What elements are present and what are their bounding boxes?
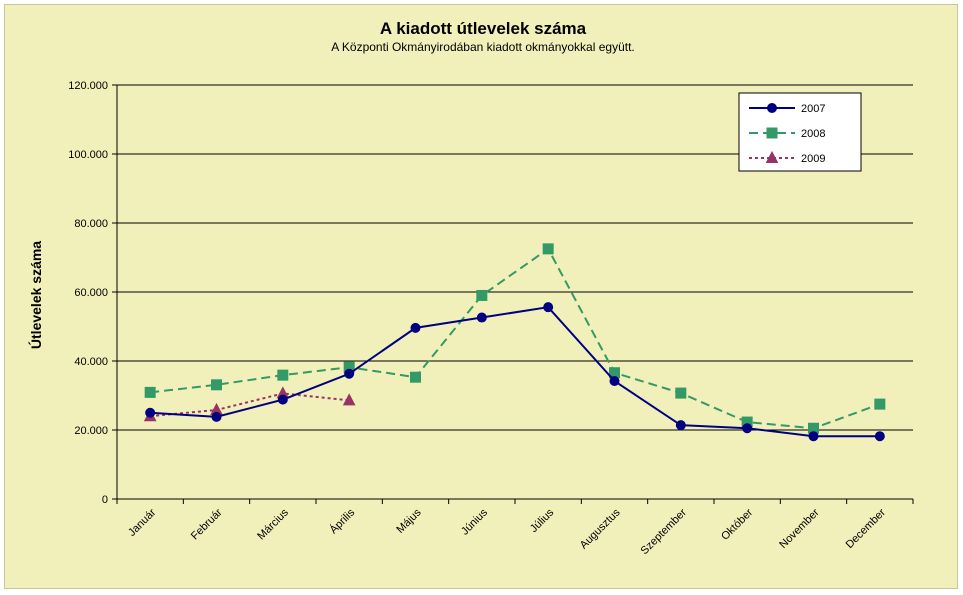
data-point <box>211 411 222 422</box>
x-tick-label: Május <box>394 506 424 536</box>
y-tick-label: 20.000 <box>74 425 108 437</box>
series-line-2008 <box>150 247 881 430</box>
data-point <box>277 369 289 381</box>
x-tick-label: Június <box>459 506 490 537</box>
legend-marker <box>765 150 779 163</box>
series-line-2007 <box>150 306 880 438</box>
data-point <box>874 431 885 442</box>
x-tick-label: Július <box>528 506 557 535</box>
data-point <box>609 376 620 387</box>
chart-subtitle: A Központi Okmányirodában kiadott okmány… <box>331 40 635 54</box>
data-point <box>145 407 156 418</box>
x-tick-label: December <box>844 506 889 551</box>
x-tick-label: Október <box>719 506 755 542</box>
data-point <box>144 386 156 398</box>
grid <box>117 84 913 431</box>
data-point <box>675 387 687 399</box>
series-2009 <box>143 386 356 422</box>
x-tick-label: Március <box>255 506 291 542</box>
data-point <box>344 368 355 379</box>
x-tick-label: Szeptember <box>639 506 690 557</box>
data-point <box>542 243 554 255</box>
y-axis-label: Útlevelek száma <box>27 241 44 349</box>
legend-label: 2009 <box>801 153 825 165</box>
x-tick-label: Augusztus <box>578 506 623 551</box>
chart-title: A kiadott útlevelek száma <box>380 19 587 38</box>
data-point <box>211 379 222 391</box>
series-2007 <box>145 302 885 442</box>
legend-marker <box>767 103 777 113</box>
data-point <box>410 371 421 383</box>
series-2008 <box>144 243 886 434</box>
x-tick-label: Február <box>189 506 225 542</box>
legend-box <box>738 92 862 172</box>
data-point <box>543 302 554 313</box>
data-point <box>742 423 753 434</box>
series <box>143 243 886 442</box>
data-point <box>874 398 886 410</box>
legend: 2007 2008 2009 <box>738 92 862 172</box>
legend-label: 2008 <box>801 128 825 140</box>
y-tick-label: 100.000 <box>68 149 108 161</box>
legend-marker <box>766 127 778 139</box>
y-tick-label: 120.000 <box>68 80 108 92</box>
y-tick-label: 60.000 <box>74 287 108 299</box>
legend-label: 2007 <box>801 103 825 115</box>
line-chart: A kiadott útlevelek száma A Központi Okm… <box>27 19 914 557</box>
data-point <box>808 431 819 442</box>
y-tick-label: 40.000 <box>74 356 108 368</box>
x-tick-label: Április <box>327 506 358 537</box>
data-point <box>476 289 488 301</box>
chart-frame: A kiadott útlevelek száma A Központi Okm… <box>4 4 958 589</box>
y-tick-label: 0 <box>102 494 108 506</box>
data-point <box>476 312 487 323</box>
x-tick-label: November <box>777 506 822 551</box>
y-tick-label: 80.000 <box>74 218 108 230</box>
data-point <box>675 420 686 431</box>
data-point <box>342 393 356 406</box>
data-point <box>410 322 421 333</box>
x-tick-label: Január <box>126 506 159 539</box>
series-line-2009 <box>150 392 350 418</box>
data-point <box>277 394 288 405</box>
